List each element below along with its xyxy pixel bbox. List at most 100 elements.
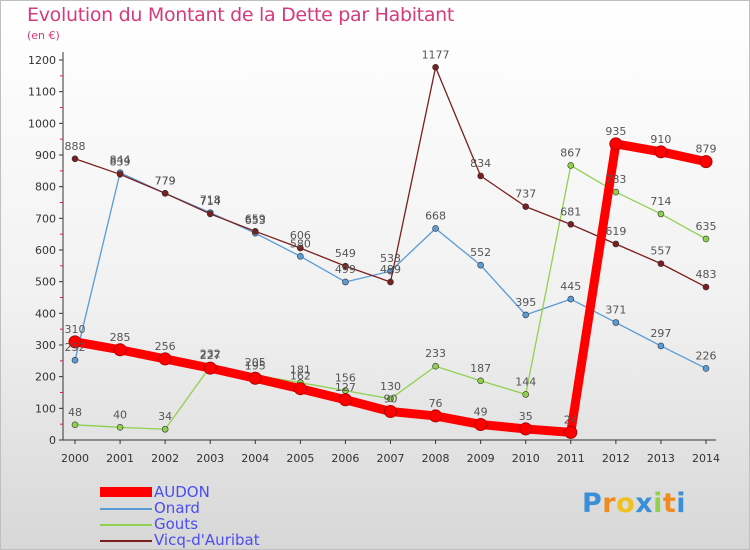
data-label: 783 xyxy=(605,173,626,186)
data-label: 35 xyxy=(519,410,533,423)
data-point-audon xyxy=(158,352,172,366)
data-point-audon xyxy=(113,343,127,357)
data-label: 834 xyxy=(470,157,491,170)
data-label: 499 xyxy=(335,263,356,276)
data-label: 779 xyxy=(155,174,176,187)
data-point-vicq-d-auribat xyxy=(116,171,124,178)
logo-letter: r xyxy=(602,488,617,519)
y-tick-label: 700 xyxy=(35,212,56,225)
data-point-vicq-d-auribat xyxy=(612,240,620,248)
data-point-onard xyxy=(702,365,710,372)
data-point-audon xyxy=(68,335,82,349)
x-tick-label: 2005 xyxy=(286,452,314,465)
x-tick-label: 2001 xyxy=(106,452,134,465)
data-point-audon xyxy=(293,382,307,396)
x-tick-label: 2006 xyxy=(331,452,359,465)
data-label: 557 xyxy=(650,245,671,258)
data-label: 483 xyxy=(696,268,717,281)
data-label: 619 xyxy=(605,225,626,238)
data-label: 879 xyxy=(696,143,717,156)
legend-swatch-vicq xyxy=(100,540,152,542)
data-point-gouts xyxy=(477,377,484,385)
y-tick-label: 100 xyxy=(35,402,56,415)
y-tick-label: 1000 xyxy=(28,117,56,130)
data-point-onard xyxy=(71,356,79,364)
legend-item-onard: Onard xyxy=(100,500,350,516)
data-point-audon xyxy=(338,393,352,407)
data-point-vicq-d-auribat xyxy=(522,203,530,210)
data-point-vicq-d-auribat xyxy=(251,228,259,235)
legend-label-gouts: Gouts xyxy=(154,515,199,533)
logo-letter: x xyxy=(635,488,654,519)
data-point-onard xyxy=(612,319,620,326)
legend-label-vicq: Vicq-d'Auribat xyxy=(154,531,260,549)
y-tick-label: 400 xyxy=(35,307,56,320)
legend-swatch-gouts xyxy=(100,524,152,526)
data-point-audon xyxy=(519,422,533,436)
data-label: 24 xyxy=(564,413,578,426)
data-label: 76 xyxy=(429,397,443,410)
data-label: 227 xyxy=(200,349,221,362)
data-point-onard xyxy=(567,295,575,303)
logo-letter: t xyxy=(662,488,677,519)
data-point-gouts xyxy=(71,421,79,429)
chart-subtitle: (en €) xyxy=(27,29,60,42)
data-point-audon xyxy=(203,361,217,375)
y-tick-label: 200 xyxy=(35,371,56,384)
data-point-onard xyxy=(477,261,484,269)
y-tick-label: 1200 xyxy=(28,54,56,67)
x-tick-label: 2010 xyxy=(512,452,540,465)
data-label: 737 xyxy=(515,188,536,201)
data-label: 549 xyxy=(335,247,356,260)
data-point-audon xyxy=(654,145,668,159)
data-point-gouts xyxy=(522,391,530,398)
y-tick-label: 300 xyxy=(35,339,56,352)
data-label: 499 xyxy=(380,263,401,276)
data-point-vicq-d-auribat xyxy=(342,262,349,270)
data-point-onard xyxy=(342,278,349,286)
data-label: 187 xyxy=(470,362,491,375)
data-label: 935 xyxy=(605,125,626,138)
data-point-vicq-d-auribat xyxy=(567,221,575,228)
data-label: 910 xyxy=(650,133,671,146)
data-point-onard xyxy=(432,225,439,232)
data-label: 49 xyxy=(474,405,488,418)
data-label: 256 xyxy=(155,340,176,353)
y-tick-label: 900 xyxy=(35,149,56,162)
data-point-onard xyxy=(297,253,304,260)
data-label: 156 xyxy=(335,372,356,385)
data-label: 232 xyxy=(200,348,221,361)
data-point-vicq-d-auribat xyxy=(297,244,304,252)
legend-swatch-onard xyxy=(100,508,152,510)
legend-label-onard: Onard xyxy=(154,499,200,517)
data-point-vicq-d-auribat xyxy=(161,190,169,197)
data-label: 718 xyxy=(200,194,221,207)
data-label: 285 xyxy=(110,331,131,344)
x-tick-label: 2014 xyxy=(692,452,720,465)
legend-item-audon: AUDON xyxy=(100,484,350,500)
data-point-audon xyxy=(564,425,578,439)
data-label: 552 xyxy=(470,246,491,259)
y-tick-label: 0 xyxy=(49,434,56,447)
data-point-audon xyxy=(429,409,443,423)
proxiti-logo: Proxiti xyxy=(582,488,686,519)
data-label: 606 xyxy=(290,229,311,242)
data-label: 371 xyxy=(605,304,626,317)
data-label: 162 xyxy=(290,370,311,383)
data-label: 659 xyxy=(245,212,266,225)
data-point-vicq-d-auribat xyxy=(387,278,394,286)
data-point-gouts xyxy=(161,425,169,433)
x-tick-label: 2008 xyxy=(422,452,450,465)
data-point-gouts xyxy=(567,162,575,169)
data-label: 1177 xyxy=(422,48,450,61)
data-label: 888 xyxy=(65,140,86,153)
data-label: 181 xyxy=(290,364,311,377)
data-label: 226 xyxy=(696,349,717,362)
logo-letter: P xyxy=(582,488,603,519)
legend-item-gouts: Gouts xyxy=(100,516,350,532)
data-label: 310 xyxy=(65,323,86,336)
logo-letter: i xyxy=(653,488,663,519)
data-label: 779 xyxy=(155,174,176,187)
data-point-onard xyxy=(522,311,530,319)
data-point-audon xyxy=(474,417,488,431)
